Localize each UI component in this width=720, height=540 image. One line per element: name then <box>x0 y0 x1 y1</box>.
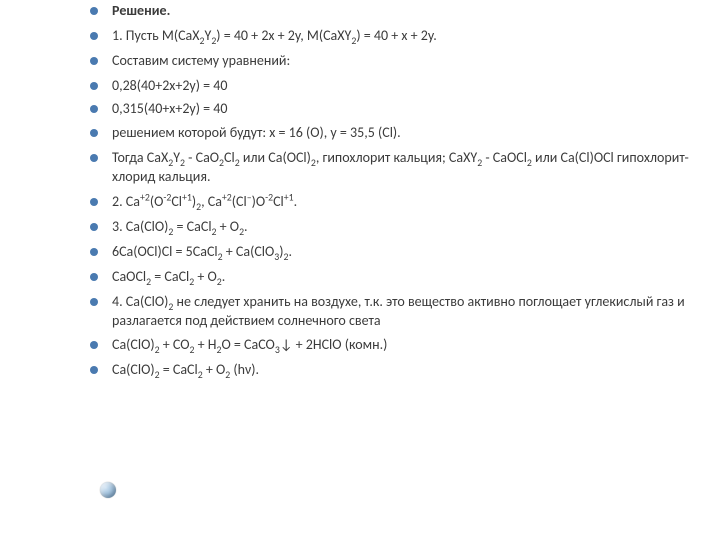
t: . <box>288 243 292 260</box>
slide-body: Решение. 1. Пусть M(CaX2Y2) = 40 + 2x + … <box>0 0 720 540</box>
t: + Ca(ClO <box>223 243 275 260</box>
t: + CO <box>160 336 190 353</box>
t: ) = 40 + 2x + 2y, M(CaXY <box>216 27 351 44</box>
t: = CaCl <box>173 218 211 235</box>
t: , Ca <box>201 193 222 210</box>
t: Cl <box>273 193 284 210</box>
bullet-13: Ca(ClO)2 = CaCl2 + O2 (hν). <box>90 361 710 380</box>
bullet-8: 3. Ca(ClO)2 = CaCl2 + O2. <box>90 218 710 237</box>
t: или Ca(OCl) <box>240 149 311 166</box>
t: не следует хранить на воздухе, т.к. это … <box>112 293 685 329</box>
t: 4. Ca(ClO) <box>112 293 168 310</box>
bullet-7: 2. Ca+2(O-2Cl+1)2, Ca+2(Cl–)O-2Cl+1. <box>90 193 710 212</box>
t: - CaO <box>185 149 219 166</box>
t: 1. Пусть M(CaX <box>112 27 200 44</box>
t: . <box>244 218 248 235</box>
t: + O <box>203 361 226 378</box>
t: ) = 40 + x + 2y. <box>356 27 436 44</box>
t: 0,28(40+2x+2y) = 40 <box>112 77 228 94</box>
bullet-2: Составим систему уравнений: <box>90 52 710 71</box>
t: )O <box>252 193 266 210</box>
title-text: Решение. <box>112 2 170 19</box>
bullet-11: 4. Ca(ClO)2 не следует хранить на воздух… <box>90 293 710 331</box>
t: Составим систему уравнений: <box>112 52 290 69</box>
t: = CaCl <box>151 268 189 285</box>
t: CaOCl <box>112 268 146 285</box>
bullet-3: 0,28(40+2x+2y) = 40 <box>90 77 710 96</box>
t: + H <box>194 336 216 353</box>
t: Cl <box>171 193 182 210</box>
bullet-5: решением которой будут: x = 16 (O), y = … <box>90 124 710 143</box>
bullet-title: Решение. <box>90 2 710 21</box>
t: 0,315(40+x+2y) = 40 <box>112 100 228 117</box>
t: Ca(ClO) <box>112 336 155 353</box>
s: +2 <box>222 191 232 203</box>
t: - CaOCl <box>482 149 527 166</box>
t: (hν). <box>230 361 259 378</box>
bullet-6: Тогда CaX2Y2 - CaO2Cl2 или Ca(OCl)2, гип… <box>90 149 710 187</box>
s: +1 <box>182 191 192 203</box>
t: O = CaCO <box>221 336 274 353</box>
t: (O <box>150 193 164 210</box>
t: Cl <box>224 149 235 166</box>
t: = CaCl <box>160 361 198 378</box>
bullet-list: Решение. 1. Пусть M(CaX2Y2) = 40 + 2x + … <box>90 2 710 380</box>
bullet-12: Ca(ClO)2 + CO2 + H2O = CaCO3↓ + 2HClO (к… <box>90 336 710 355</box>
s: +2 <box>140 191 150 203</box>
s: -2 <box>265 191 273 203</box>
t: + O <box>217 218 240 235</box>
t: Тогда CaX <box>112 149 168 166</box>
t: 6Ca(OCl)Cl = 5CaCl <box>112 243 218 260</box>
t: 3. Ca(ClO) <box>112 218 168 235</box>
t: решением которой будут: x = 16 (O), y = … <box>112 124 401 141</box>
t: Y <box>173 149 180 166</box>
t: , гипохлорит кальция; CaXY <box>316 149 477 166</box>
bullet-4: 0,315(40+x+2y) = 40 <box>90 100 710 119</box>
bullet-9: 6Ca(OCl)Cl = 5CaCl2 + Ca(ClO3)2. <box>90 243 710 262</box>
bullet-10: CaOCl2 = CaCl2 + O2. <box>90 268 710 287</box>
t: . <box>294 193 298 210</box>
t: . <box>222 268 226 285</box>
decor-circle-icon <box>100 482 116 498</box>
t: Ca(ClO) <box>112 361 155 378</box>
t: ↓ + 2HClO (комн.) <box>280 336 388 353</box>
t: (Cl <box>232 193 247 210</box>
t: 2. Ca <box>112 193 140 210</box>
bullet-1: 1. Пусть M(CaX2Y2) = 40 + 2x + 2y, M(CaX… <box>90 27 710 46</box>
t: + O <box>194 268 217 285</box>
s: +1 <box>284 191 294 203</box>
